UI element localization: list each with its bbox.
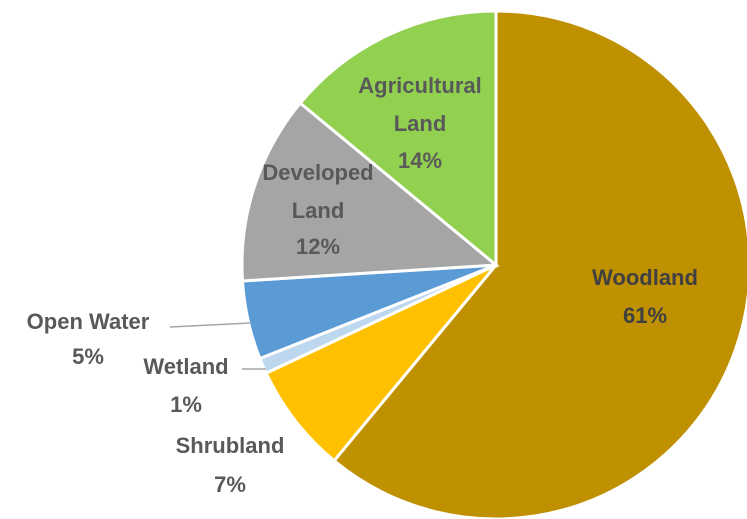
pie-slice-developed-land — [240, 100, 500, 283]
leader-lines — [169, 322, 266, 370]
slice-pct-developed: 12% — [296, 234, 340, 259]
pie-slice-woodland — [331, 9, 747, 519]
slice-pct-agricultural: 14% — [398, 148, 442, 173]
slice-label-developed-2: Land — [292, 198, 345, 223]
pie-slice-agricultural-land — [298, 9, 498, 269]
slice-label-open-water: Open Water — [27, 309, 150, 334]
slice-label-shrubland: Shrubland — [176, 433, 285, 458]
pie-slice-shrubland — [264, 263, 498, 463]
slice-label-agricultural: Agricultural — [358, 73, 481, 98]
slice-pct-shrubland: 7% — [214, 472, 246, 497]
leader-line-open-water — [169, 322, 251, 328]
slice-pct-open-water: 5% — [72, 344, 104, 369]
slice-pct-wetland: 1% — [170, 392, 202, 417]
slice-pct-woodland: 61% — [623, 303, 667, 328]
slice-label-wetland: Wetland — [143, 354, 228, 379]
slice-label-developed: Developed — [262, 160, 373, 185]
slice-label-agricultural-2: Land — [394, 111, 447, 136]
data-labels: Woodland 61% Agricultural Land 14% Devel… — [27, 73, 698, 497]
pie-slices — [240, 9, 747, 519]
slice-label-woodland: Woodland — [592, 265, 698, 290]
